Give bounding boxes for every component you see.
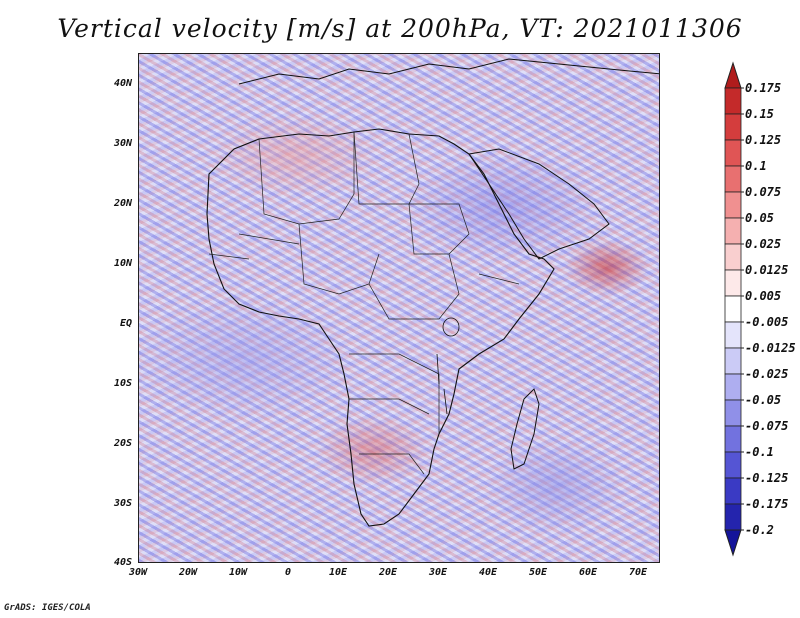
colorbar-label: 0.05 <box>745 211 774 225</box>
colorbar-segment <box>724 425 742 453</box>
lon-label: 30W <box>128 567 148 578</box>
colorbar-label: 0.125 <box>745 133 781 147</box>
colorbar-segment <box>724 191 742 219</box>
colorbar-label: -0.05 <box>745 393 781 407</box>
chart-title: Vertical velocity [m/s] at 200hPa, VT: 2… <box>57 14 743 43</box>
lon-label: 20E <box>378 567 398 578</box>
colorbar-segment <box>724 139 742 167</box>
colorbar-label: 0.15 <box>745 107 774 121</box>
colorbar-segment <box>724 243 742 271</box>
lat-label: 10S <box>113 378 132 389</box>
colorbar-segment <box>724 503 742 531</box>
colorbar-label: 0.175 <box>745 81 781 95</box>
europe-coastline <box>238 58 659 85</box>
lat-label: 20S <box>113 438 132 449</box>
lat-label: 30N <box>113 138 132 149</box>
colorbar-label: -0.005 <box>745 315 788 329</box>
lon-label: 10E <box>328 567 348 578</box>
colorbar-label: 0.0125 <box>745 263 788 277</box>
lat-label: 10N <box>113 258 132 269</box>
lon-label: 10W <box>228 567 248 578</box>
lon-label: 30E <box>428 567 448 578</box>
lon-label: 50E <box>528 567 548 578</box>
colorbar-label: 0.025 <box>745 237 781 251</box>
map-panel <box>138 53 660 563</box>
lon-label: 0 <box>284 567 292 578</box>
lat-label: 30S <box>113 498 132 509</box>
grads-credit: GrADS: IGES/COLA <box>4 603 91 613</box>
lon-label: 60E <box>578 567 598 578</box>
colorbar-segment <box>724 217 742 245</box>
lat-label: EQ <box>119 318 132 329</box>
colorbar-segment <box>724 165 742 193</box>
colorbar-min-triangle <box>724 529 742 557</box>
lake-tanganyika <box>436 353 440 385</box>
colorbar-label: -0.2 <box>745 523 774 537</box>
colorbar-label: 0.1 <box>745 159 767 173</box>
lat-label: 40N <box>113 78 132 89</box>
coastlines-layer <box>206 58 659 527</box>
country-borders <box>208 131 520 475</box>
lon-label: 40E <box>478 567 498 578</box>
colorbar-label: 0.075 <box>745 185 781 199</box>
colorbar-segment <box>724 113 742 141</box>
arabia-coastline <box>468 148 610 260</box>
colorbar-label: -0.175 <box>745 497 788 511</box>
lake-malawi <box>443 388 448 415</box>
colorbar-label: 0.005 <box>745 289 781 303</box>
madagascar-coastline <box>510 388 540 470</box>
lat-label: 20N <box>113 198 132 209</box>
colorbar-label: -0.025 <box>745 367 788 381</box>
colorbar-segment <box>724 373 742 401</box>
colorbar-label: -0.0125 <box>745 341 796 355</box>
colorbar-segment <box>724 451 742 479</box>
colorbar-segment <box>724 269 742 297</box>
colorbar-segment <box>724 295 742 323</box>
lat-label: 40S <box>113 557 132 568</box>
colorbar-segment <box>724 477 742 505</box>
colorbar-max-triangle <box>724 61 742 89</box>
lake-victoria <box>442 317 460 337</box>
colorbar-label: -0.1 <box>745 445 774 459</box>
colorbar-label: -0.075 <box>745 419 788 433</box>
colorbar-segment <box>724 399 742 427</box>
colorbar-segment <box>724 87 742 115</box>
lon-label: 70E <box>628 567 648 578</box>
colorbar-label: -0.125 <box>745 471 788 485</box>
lon-label: 20W <box>178 567 198 578</box>
colorbar-segment <box>724 347 742 375</box>
colorbar-segment <box>724 321 742 349</box>
